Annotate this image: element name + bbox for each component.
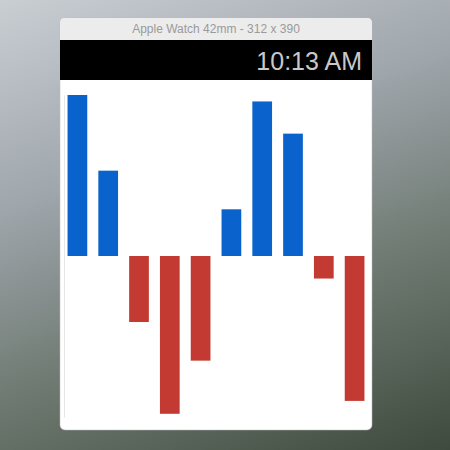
page: Apple Watch 42mm - 312 x 390 10:13 AM bbox=[0, 0, 450, 450]
time: 10:13 AM bbox=[256, 47, 362, 75]
bar bbox=[160, 256, 180, 414]
y-axis bbox=[64, 96, 65, 418]
bar bbox=[98, 171, 118, 256]
bar bbox=[222, 209, 242, 256]
bar bbox=[314, 256, 334, 279]
bar bbox=[252, 101, 272, 256]
bar bbox=[129, 256, 149, 322]
bars bbox=[68, 95, 365, 414]
bar bbox=[283, 134, 303, 256]
bar bbox=[345, 256, 365, 401]
bar bbox=[68, 95, 88, 256]
window-title: Apple Watch 42mm - 312 x 390 bbox=[132, 22, 300, 36]
bar bbox=[191, 256, 211, 361]
title-bar bbox=[60, 18, 372, 40]
status-bar bbox=[60, 40, 372, 80]
y-axis-line bbox=[64, 96, 65, 418]
window bbox=[60, 18, 372, 430]
